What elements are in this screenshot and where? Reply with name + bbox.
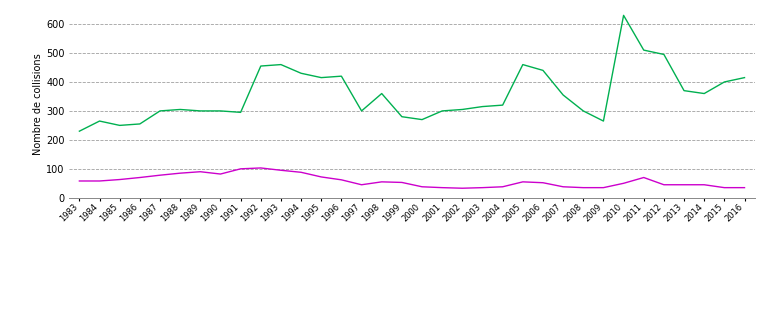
Nombre d'incidents sérieux [679, 183, 688, 187]
Nombre total de collisions [558, 93, 567, 97]
Line: Nombre total de collisions: Nombre total de collisions [79, 15, 745, 131]
Nombre d'incidents sérieux [579, 186, 588, 189]
Nombre total de collisions [316, 76, 326, 79]
Nombre total de collisions [478, 105, 487, 108]
Nombre d'incidents sérieux [176, 171, 185, 175]
Nombre d'incidents sérieux [216, 172, 225, 176]
Y-axis label: Nombre de collisions: Nombre de collisions [33, 53, 43, 154]
Nombre d'incidents sérieux [156, 173, 165, 177]
Nombre total de collisions [579, 109, 588, 113]
Nombre total de collisions [276, 63, 286, 66]
Nombre total de collisions [740, 76, 749, 79]
Nombre d'incidents sérieux [417, 185, 427, 189]
Nombre total de collisions [236, 110, 246, 114]
Nombre total de collisions [256, 64, 266, 68]
Nombre total de collisions [115, 123, 124, 127]
Nombre total de collisions [95, 119, 104, 123]
Nombre d'incidents sérieux [115, 178, 124, 182]
Nombre d'incidents sérieux [619, 182, 628, 185]
Nombre d'incidents sérieux [700, 183, 709, 187]
Nombre d'incidents sérieux [478, 186, 487, 189]
Nombre d'incidents sérieux [639, 175, 648, 179]
Nombre d'incidents sérieux [95, 179, 104, 183]
Nombre d'incidents sérieux [397, 181, 407, 184]
Nombre total de collisions [156, 109, 165, 113]
Nombre total de collisions [136, 122, 145, 126]
Nombre total de collisions [538, 69, 547, 72]
Nombre d'incidents sérieux [538, 181, 547, 185]
Nombre d'incidents sérieux [457, 186, 467, 190]
Nombre d'incidents sérieux [437, 186, 447, 189]
Nombre total de collisions [518, 63, 527, 66]
Nombre d'incidents sérieux [740, 186, 749, 189]
Nombre total de collisions [720, 80, 729, 84]
Nombre total de collisions [357, 109, 367, 113]
Nombre d'incidents sérieux [316, 175, 326, 179]
Nombre total de collisions [498, 103, 507, 107]
Nombre total de collisions [216, 109, 225, 113]
Nombre d'incidents sérieux [659, 183, 668, 187]
Nombre total de collisions [679, 89, 688, 93]
Nombre d'incidents sérieux [720, 186, 729, 189]
Nombre d'incidents sérieux [276, 168, 286, 172]
Nombre d'incidents sérieux [236, 167, 246, 171]
Nombre total de collisions [336, 74, 346, 78]
Nombre d'incidents sérieux [75, 179, 84, 183]
Nombre total de collisions [619, 13, 628, 17]
Nombre d'incidents sérieux [558, 185, 567, 189]
Nombre total de collisions [75, 129, 84, 133]
Nombre total de collisions [196, 109, 205, 113]
Nombre d'incidents sérieux [357, 183, 367, 187]
Nombre d'incidents sérieux [377, 180, 387, 184]
Nombre d'incidents sérieux [196, 170, 205, 174]
Nombre d'incidents sérieux [599, 186, 608, 189]
Nombre total de collisions [397, 115, 407, 119]
Nombre total de collisions [457, 108, 467, 111]
Nombre d'incidents sérieux [136, 175, 145, 179]
Nombre total de collisions [599, 119, 608, 123]
Line: Nombre d'incidents sérieux: Nombre d'incidents sérieux [79, 168, 745, 188]
Nombre total de collisions [417, 118, 427, 122]
Nombre d'incidents sérieux [296, 170, 306, 174]
Nombre d'incidents sérieux [498, 185, 507, 189]
Nombre total de collisions [296, 71, 306, 75]
Nombre total de collisions [700, 92, 709, 95]
Nombre total de collisions [377, 92, 387, 95]
Nombre d'incidents sérieux [518, 180, 527, 184]
Nombre d'incidents sérieux [336, 178, 346, 182]
Nombre total de collisions [176, 108, 185, 111]
Nombre total de collisions [437, 109, 447, 113]
Nombre d'incidents sérieux [256, 166, 266, 170]
Nombre total de collisions [659, 53, 668, 56]
Nombre total de collisions [639, 48, 648, 52]
